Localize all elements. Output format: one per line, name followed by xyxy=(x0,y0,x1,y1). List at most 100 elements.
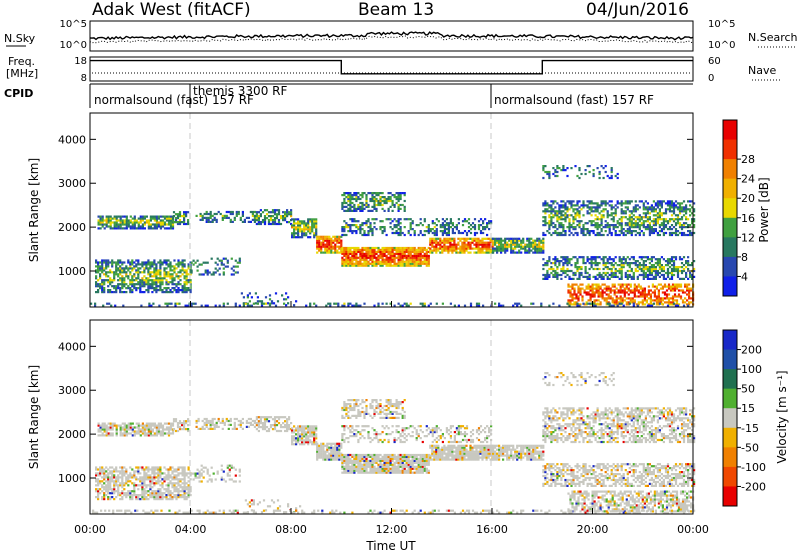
scatter-cell xyxy=(431,222,434,225)
scatter-cell xyxy=(558,210,561,213)
scatter-cell xyxy=(592,172,595,176)
scatter-cell xyxy=(284,211,287,214)
scatter-cell xyxy=(606,262,609,265)
scatter-cell xyxy=(401,258,404,261)
scatter-cell xyxy=(234,302,237,305)
scatter-cell xyxy=(670,256,674,259)
scatter-cell xyxy=(375,246,378,250)
scatter-cell xyxy=(159,259,162,262)
scatter-cell xyxy=(131,291,134,294)
scatter-cell xyxy=(381,231,384,235)
scatter-cell xyxy=(153,279,156,282)
scatter-cell xyxy=(365,222,368,225)
scatter-cell xyxy=(435,224,438,227)
scatter-cell xyxy=(542,165,545,168)
scatter-cell xyxy=(261,221,265,224)
scatter-cell xyxy=(143,424,146,427)
scatter-cell xyxy=(343,197,346,201)
scatter-cell xyxy=(524,243,527,246)
scatter-cell xyxy=(293,222,296,225)
scatter-cell xyxy=(685,218,688,221)
scatter-cell xyxy=(608,214,611,217)
scatter-cell xyxy=(165,271,168,274)
scatter-cell xyxy=(137,432,140,435)
scatter-cell xyxy=(671,297,675,300)
scatter-cell xyxy=(297,230,300,233)
scatter-cell xyxy=(417,260,420,263)
scatter-cell xyxy=(411,222,414,225)
scatter-cell xyxy=(687,200,690,203)
scatter-cell xyxy=(178,221,182,224)
scatter-cell xyxy=(646,206,649,209)
scatter-cell xyxy=(567,285,570,288)
scatter-cell xyxy=(313,236,316,239)
scatter-cell xyxy=(377,302,380,305)
scatter-cell xyxy=(656,200,659,203)
scatter-cell xyxy=(415,264,418,267)
scatter-cell xyxy=(679,283,683,286)
scatter-cell xyxy=(643,293,646,296)
scatter-cell xyxy=(286,221,289,224)
scatter-cell xyxy=(684,291,687,294)
scatter-cell xyxy=(577,295,580,298)
scatter-cell xyxy=(556,233,559,237)
scatter-cell xyxy=(621,285,624,288)
scatter-cell xyxy=(534,241,537,244)
scatter-cell xyxy=(421,254,424,257)
scatter-cell xyxy=(554,260,557,263)
scatter-cell xyxy=(498,239,501,242)
scatter-cell xyxy=(141,223,144,226)
scatter-cell xyxy=(439,245,442,248)
scatter-cell xyxy=(668,206,672,209)
scatter-cell xyxy=(181,287,184,290)
scatter-cell xyxy=(659,301,662,304)
scatter-cell xyxy=(677,303,681,306)
scatter-cell xyxy=(246,304,249,307)
scatter-cell xyxy=(562,218,565,221)
scatter-cell xyxy=(648,273,651,277)
scatter-cell xyxy=(429,228,432,231)
scatter-cell xyxy=(379,196,382,199)
scatter-cell xyxy=(646,304,649,307)
scatter-cell xyxy=(401,192,404,195)
scatter-cell xyxy=(654,208,657,211)
scatter-cell xyxy=(123,430,126,433)
scatter-cell xyxy=(560,210,563,213)
scatter-cell xyxy=(299,236,302,239)
scatter-cell xyxy=(373,262,376,265)
scatter-cell xyxy=(179,279,182,282)
scatter-cell xyxy=(658,271,661,275)
scatter-cell xyxy=(389,260,392,263)
scatter-cell xyxy=(582,226,585,229)
scatter-cell xyxy=(660,269,663,273)
scatter-cell xyxy=(255,211,258,214)
scatter-cell xyxy=(415,260,418,263)
scatter-cell xyxy=(153,261,156,264)
scatter-cell xyxy=(103,498,106,501)
scatter-cell xyxy=(119,271,122,274)
scatter-cell xyxy=(119,470,122,473)
scatter-cell xyxy=(303,222,306,225)
scatter-cell xyxy=(107,474,110,477)
scatter-cell xyxy=(568,277,571,280)
scatter-cell xyxy=(111,476,114,479)
scatter-cell xyxy=(127,428,130,431)
scatter-cell xyxy=(665,301,669,304)
scatter-cell xyxy=(119,259,122,262)
scatter-cell xyxy=(693,226,696,229)
scatter-cell xyxy=(115,490,118,493)
scatter-cell xyxy=(187,267,190,270)
scatter-cell xyxy=(171,422,175,425)
scatter-cell xyxy=(189,279,192,282)
scatter-cell xyxy=(113,484,116,487)
scatter-cell xyxy=(594,210,597,213)
scatter-cell xyxy=(309,226,312,229)
scatter-cell xyxy=(123,488,126,491)
scatter-cell xyxy=(293,228,296,231)
scatter-cell xyxy=(477,243,480,246)
scatter-cell xyxy=(369,250,372,253)
scatter-cell xyxy=(257,211,260,214)
scatter-cell xyxy=(111,227,114,230)
scatter-cell xyxy=(668,231,672,235)
scatter-cell xyxy=(99,488,102,491)
